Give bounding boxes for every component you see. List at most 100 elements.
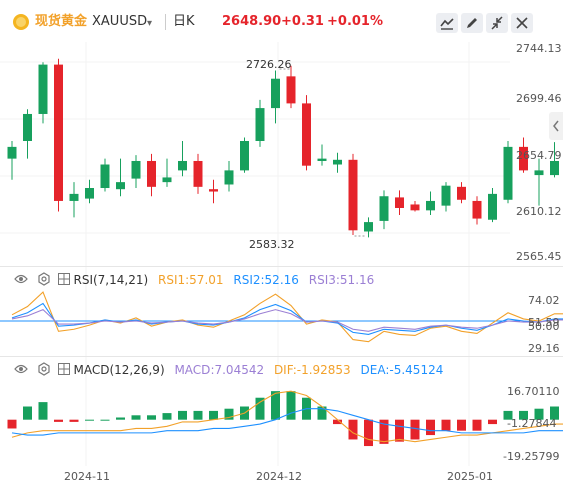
candle-up bbox=[224, 170, 234, 185]
macd-bar-negative bbox=[7, 419, 17, 429]
symbol-header: 现货黄金 XAUUSD ▾ 日K 2648.90 +0.31 +0.01% bbox=[0, 0, 563, 42]
price-tick-5: 2565.45 bbox=[516, 250, 562, 263]
indicator-icon[interactable] bbox=[57, 363, 70, 375]
gold-coin-icon bbox=[13, 14, 29, 30]
candle-down bbox=[209, 189, 218, 192]
candle-down bbox=[54, 64, 63, 201]
candle-up bbox=[85, 188, 94, 199]
macd-bar-positive bbox=[162, 413, 172, 420]
price-tick-4: 2610.12 bbox=[516, 205, 562, 218]
symbol-name[interactable]: 现货黄金 bbox=[35, 14, 88, 29]
macd-bar-negative bbox=[348, 419, 358, 440]
candle-up bbox=[317, 158, 327, 161]
symbol-dropdown-icon[interactable]: ▾ bbox=[147, 18, 153, 29]
dif-value: -1.92853 bbox=[296, 363, 351, 377]
grid bbox=[0, 42, 510, 466]
macd-bar-positive bbox=[255, 397, 265, 420]
candle-up bbox=[550, 160, 559, 176]
macd-bar-positive bbox=[178, 410, 187, 420]
dif-name: DIF bbox=[273, 363, 293, 377]
macd-bar-positive bbox=[503, 410, 513, 420]
candle-up bbox=[131, 160, 141, 179]
indicator-icon[interactable] bbox=[57, 273, 70, 285]
macd-bar-negative bbox=[69, 419, 79, 422]
settings-icon[interactable] bbox=[37, 362, 51, 376]
candle-up bbox=[441, 185, 451, 206]
rsi-chart[interactable] bbox=[0, 291, 563, 343]
rsi-legend: RSI(7,14,21) RSI1:57.01 RSI2:52.16 RSI3:… bbox=[14, 272, 374, 287]
macd-bar-positive bbox=[271, 391, 280, 420]
candle-up bbox=[379, 196, 389, 221]
rsi-tick-4: 29.16 bbox=[528, 342, 560, 355]
dea-value: -5.45124 bbox=[389, 363, 444, 377]
price-tick-3: 2654.79 bbox=[516, 149, 562, 162]
price-change: +0.31 bbox=[281, 14, 324, 29]
macd-bar-positive bbox=[147, 415, 156, 420]
draw-button[interactable] bbox=[461, 13, 483, 33]
candle-up bbox=[240, 141, 249, 171]
candle-up bbox=[534, 170, 544, 176]
macd-bar-negative bbox=[457, 419, 466, 431]
macd-line-dea bbox=[11, 408, 563, 436]
close-button[interactable] bbox=[511, 13, 533, 33]
macd-bar-positive bbox=[209, 410, 218, 420]
macd-tick-2: -1.27844 bbox=[507, 417, 557, 430]
price-panel-separator bbox=[0, 266, 563, 267]
macd-bar-positive bbox=[38, 402, 48, 420]
line-chart-button[interactable] bbox=[436, 13, 458, 33]
candle-down bbox=[286, 76, 296, 104]
macd-bar-negative bbox=[488, 419, 497, 425]
macd-value: 7.04542 bbox=[214, 363, 265, 377]
macd-tick-3: -19.25799 bbox=[503, 450, 560, 463]
candle-down bbox=[519, 146, 528, 171]
macd-legend: MACD(12,26,9) MACD:7.04542 DIF:-1.92853 … bbox=[14, 362, 443, 377]
candle-up bbox=[503, 146, 513, 200]
macd-bar-positive bbox=[85, 419, 94, 421]
collapse-side-button[interactable] bbox=[549, 112, 563, 140]
macd-bar-positive bbox=[131, 415, 141, 420]
candle-up bbox=[38, 64, 48, 114]
eye-icon[interactable] bbox=[14, 363, 28, 375]
rsi-tick-3: 50.00 bbox=[528, 320, 560, 333]
rsi-title: RSI(7,14,21) bbox=[73, 273, 149, 287]
period-selector[interactable]: 日K bbox=[173, 14, 195, 29]
close-icon bbox=[516, 17, 528, 29]
last-price: 2648.90 bbox=[222, 14, 282, 29]
macd-bar-positive bbox=[550, 406, 559, 420]
candle-down bbox=[302, 103, 311, 166]
macd-bar-positive bbox=[23, 406, 32, 420]
macd-line-dif bbox=[11, 390, 563, 443]
rsi-line-rsi1 bbox=[11, 291, 563, 343]
collapse-button[interactable] bbox=[486, 13, 508, 33]
macd-bar-negative bbox=[395, 419, 404, 442]
macd-bar-positive bbox=[534, 408, 544, 420]
candle-down bbox=[472, 200, 482, 219]
candle-up bbox=[23, 113, 32, 142]
candle-down bbox=[395, 197, 404, 208]
symbol-code[interactable]: XAUUSD bbox=[92, 14, 148, 29]
rsi-tick-2: 51.59 bbox=[528, 316, 560, 329]
rsi1-value: 57.01 bbox=[189, 273, 224, 287]
pencil-icon bbox=[467, 18, 477, 28]
candle-up bbox=[364, 222, 373, 232]
settings-icon[interactable] bbox=[37, 272, 51, 286]
price-chart[interactable] bbox=[7, 58, 563, 238]
candle-down bbox=[147, 160, 156, 187]
time-tick-3: 2025-01 bbox=[447, 470, 493, 483]
macd-bar-negative bbox=[379, 419, 389, 444]
high-annotation: 2726.26 bbox=[246, 58, 292, 71]
eye-icon[interactable] bbox=[14, 273, 28, 285]
macd-tick-1: 16.70110 bbox=[507, 385, 560, 398]
macd-bar-negative bbox=[472, 419, 482, 431]
rsi3-value: 51.16 bbox=[339, 273, 375, 287]
price-tick-1: 2744.13 bbox=[516, 42, 562, 55]
time-tick-1: 2024-11 bbox=[64, 470, 110, 483]
price-tick-2: 2699.46 bbox=[516, 92, 562, 105]
candle-down bbox=[193, 160, 203, 187]
line-chart-icon bbox=[440, 18, 454, 30]
macd-bar-positive bbox=[193, 410, 203, 420]
candle-up bbox=[100, 164, 110, 189]
candle-up bbox=[488, 193, 497, 220]
macd-chart[interactable] bbox=[7, 390, 563, 447]
